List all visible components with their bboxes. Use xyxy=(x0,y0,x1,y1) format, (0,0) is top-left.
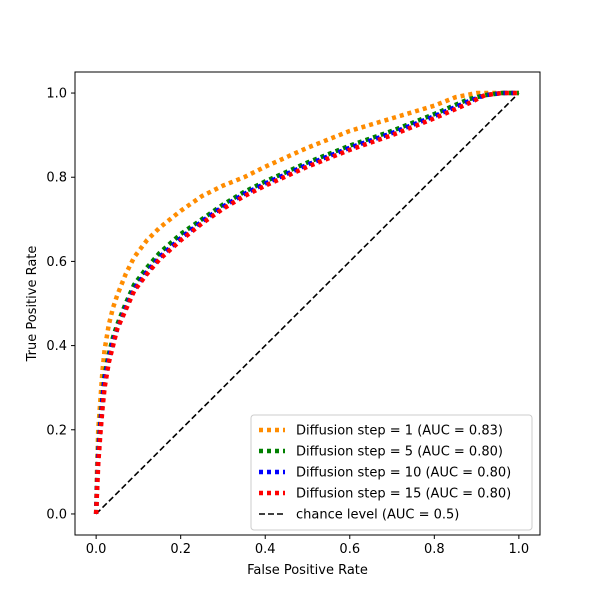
y-tick-label: 1.0 xyxy=(46,87,67,102)
series-layer xyxy=(93,90,520,515)
legend-label-4: chance level (AUC = 0.5) xyxy=(296,508,459,523)
legend-label-3: Diffusion step = 15 (AUC = 0.80) xyxy=(296,487,511,502)
legend-label-1: Diffusion step = 5 (AUC = 0.80) xyxy=(296,445,503,460)
y-tick-label: 0.6 xyxy=(46,255,67,270)
x-tick-label: 0.2 xyxy=(170,542,191,557)
legend-label-0: Diffusion step = 1 (AUC = 0.83) xyxy=(296,424,503,439)
y-tick-label: 0.2 xyxy=(46,423,67,438)
x-tick-label: 0.4 xyxy=(255,542,276,557)
x-tick-label: 1.0 xyxy=(509,542,530,557)
x-tick-label: 0.6 xyxy=(339,542,360,557)
y-axis-ticks: 0.0 0.2 0.4 0.6 0.8 1.0 xyxy=(46,87,75,522)
y-tick-label: 0.4 xyxy=(46,339,67,354)
legend-label-2: Diffusion step = 10 (AUC = 0.80) xyxy=(296,466,511,481)
x-axis-ticks: 0.0 0.2 0.4 0.6 0.8 1.0 xyxy=(86,535,529,557)
legend-box xyxy=(250,414,533,531)
y-axis-label: True Positive Rate xyxy=(25,246,40,363)
x-tick-label: 0.0 xyxy=(86,542,107,557)
axes-frame xyxy=(74,71,541,536)
series-line-4 xyxy=(95,92,520,515)
y-tick-label: 0.8 xyxy=(46,171,67,186)
series-line-0 xyxy=(93,90,519,514)
series-line-3 xyxy=(93,90,519,515)
x-axis-label: False Positive Rate xyxy=(247,563,368,578)
x-tick-label: 0.8 xyxy=(424,542,445,557)
legend: Diffusion step = 1 (AUC = 0.83) Diffusion… xyxy=(250,414,533,531)
y-tick-label: 0.0 xyxy=(46,507,67,522)
